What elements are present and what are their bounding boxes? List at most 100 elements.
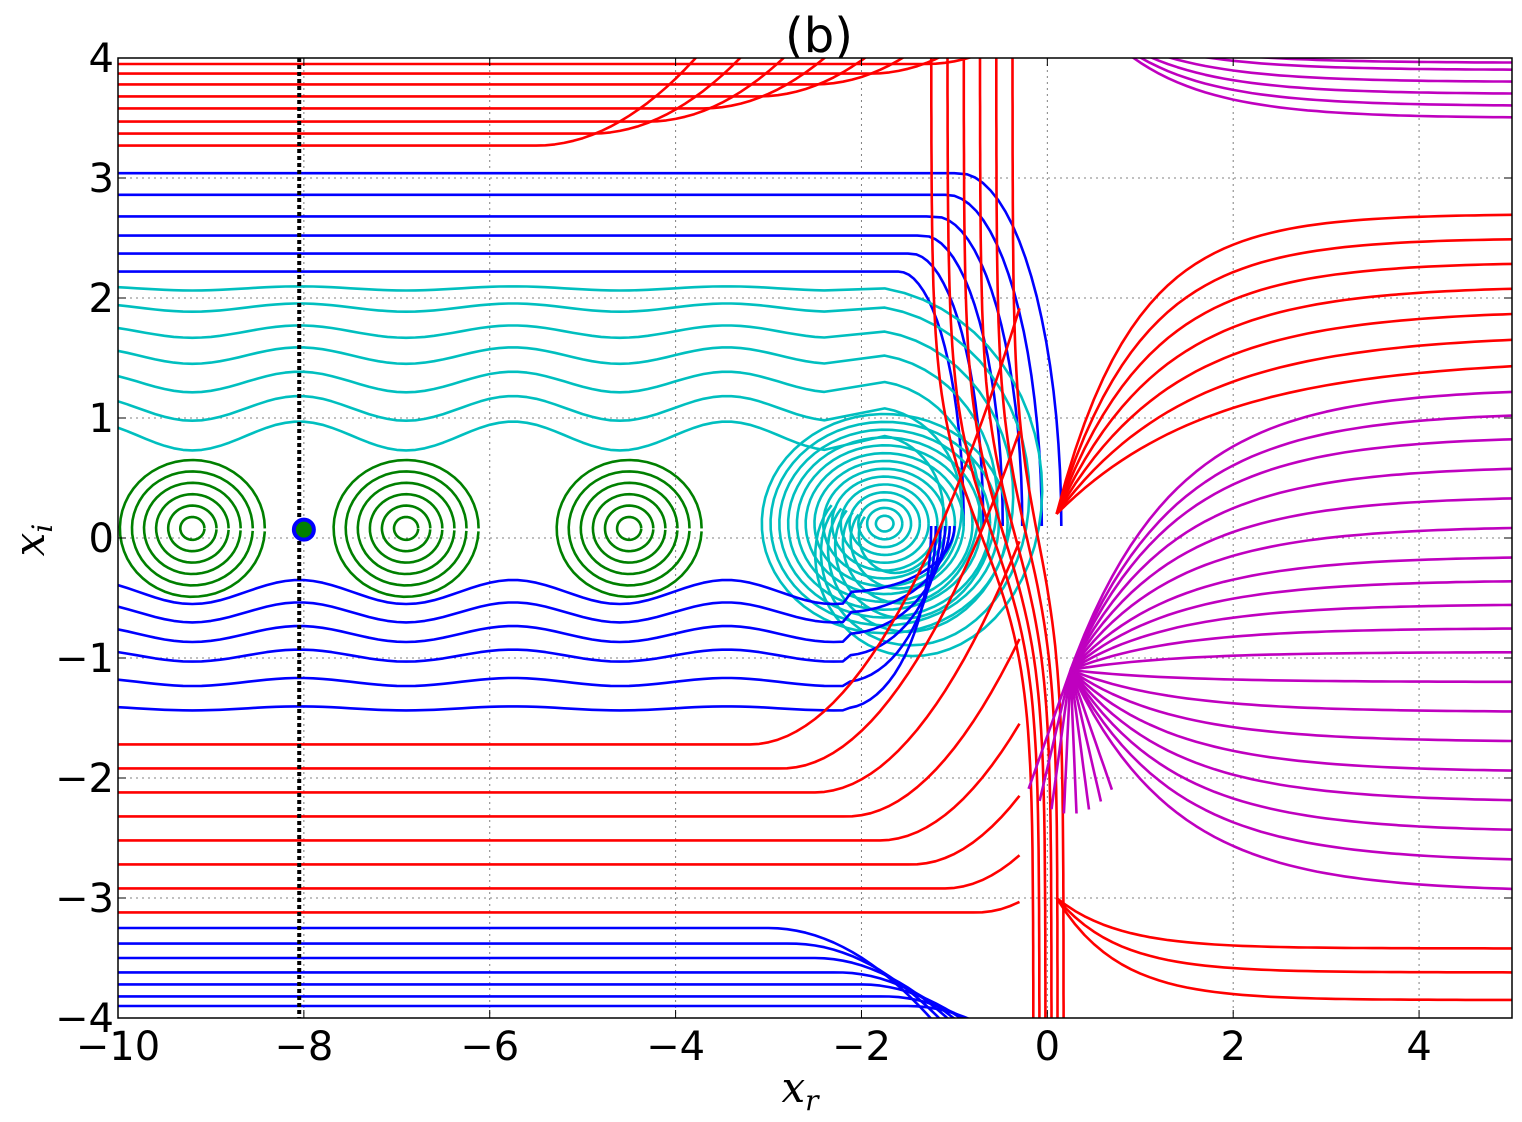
y-tick-label: 1 [89,396,114,442]
cyan-spiral-ring [839,483,930,564]
y-tick-label: 3 [89,156,114,202]
blue-upper-contour [118,234,1004,527]
y-tick-label: 0 [89,516,114,562]
cyan-spiral-ring [848,491,922,557]
green-closed-contour [579,481,679,576]
point-marker [291,517,316,542]
red-right-contour [1055,364,1512,515]
cyan-spiral-ring [778,428,992,619]
blue-lower-contour [118,525,938,688]
y-axis-label: xi [5,524,59,557]
red-right-contour [1055,897,1512,1002]
red-lower-contour [118,307,1021,746]
red-lower-contour [118,794,1021,866]
cyan-contour [118,346,999,620]
magenta-contour [1166,58,1512,83]
blue-bottom-contour [118,995,967,1018]
chart-title: (b) [785,8,853,64]
red-lower-contour [118,540,1021,794]
green-closed-contour [118,458,267,599]
blue-bottom-contour [118,971,956,1018]
red-right-contour [1055,897,1512,974]
red-lower-contour [118,854,1021,890]
blue-lower-contour [118,525,942,663]
magenta-fan-contour [1069,669,1078,814]
blue-bottom-contour [118,926,933,1018]
x-tick-label: −10 [76,1024,160,1070]
red-right-contour [1055,213,1512,515]
green-closed-contour [615,515,643,542]
cyan-spiral-ring [830,475,939,572]
blue-bottom-contour [118,983,963,1018]
cyan-spiral-ring [813,459,957,588]
y-tick-label: −2 [55,756,114,802]
red-right-contour [1055,237,1512,515]
y-tick-label: −4 [55,996,114,1042]
magenta-contour [1131,58,1512,119]
magenta-contour [1069,669,1512,772]
red-central-contour [929,58,1035,1018]
red-right-contour [1055,896,1512,950]
green-closed-contour [179,515,206,542]
cyan-spiral-ring [857,498,913,549]
cyan-spiral-ring [804,451,965,596]
magenta-contour [1069,437,1512,671]
cyan-spiral-ring [865,506,904,541]
green-closed-contour [567,470,691,587]
green-closed-contour [392,515,420,542]
x-axis-label: xr [781,1063,820,1117]
magenta-contour [1069,556,1512,671]
red-upper-contour [118,58,786,123]
y-tick-label: −1 [55,636,114,682]
blue-upper-contour [118,215,1024,527]
red-upper-contour [118,58,827,110]
green-closed-contour [368,492,444,564]
magenta-fan-contour [1062,669,1072,814]
tick-marks [117,57,1512,1019]
blue-bottom-contour [118,942,941,1018]
cyan-spiral-ring [822,467,948,580]
blue-bottom-contour [118,1004,971,1018]
magenta-contour [1069,668,1512,743]
cyan-contour [118,420,945,575]
x-tick-label: −8 [274,1024,333,1070]
magenta-contour [1070,650,1512,672]
green-closed-contour [130,470,255,587]
red-central-contour [978,58,1053,1018]
red-upper-contour [118,58,742,135]
magenta-contour [1138,58,1512,107]
red-lower-contour [118,900,1021,914]
y-tick-label: 4 [89,36,114,82]
contour-curves [118,58,1512,1018]
magenta-contour [1070,627,1512,672]
magenta-contour [1070,668,1512,684]
cyan-spiral-ring [874,514,895,533]
blue-upper-contour [118,171,1063,527]
red-upper-contour [118,58,973,66]
magenta-contour [1202,58,1512,71]
red-lower-contour [118,723,1021,842]
x-tick-label: −6 [460,1024,519,1070]
magenta-contour [1069,526,1512,671]
magenta-contour [1254,58,1512,64]
magenta-contour [1069,669,1512,802]
blue-lower-contour [118,525,956,606]
magenta-fan-contour [1069,669,1091,810]
blue-lower-contour [118,525,933,712]
plot-annotations [291,58,316,1018]
magenta-contour [1069,669,1512,832]
green-closed-contour [380,504,432,553]
red-central-contour [995,58,1059,1018]
green-closed-contour [154,492,230,564]
green-closed-contour [332,458,480,599]
green-closed-contour [603,504,655,553]
blue-upper-contour [118,252,985,527]
green-closed-contour [166,504,218,553]
red-right-contour [1055,312,1512,515]
magenta-fan-contour [1050,669,1072,810]
red-central-contour [962,58,1047,1018]
y-tick-label: 2 [89,276,114,322]
magenta-contour [1069,669,1512,891]
red-upper-contour [118,58,698,147]
